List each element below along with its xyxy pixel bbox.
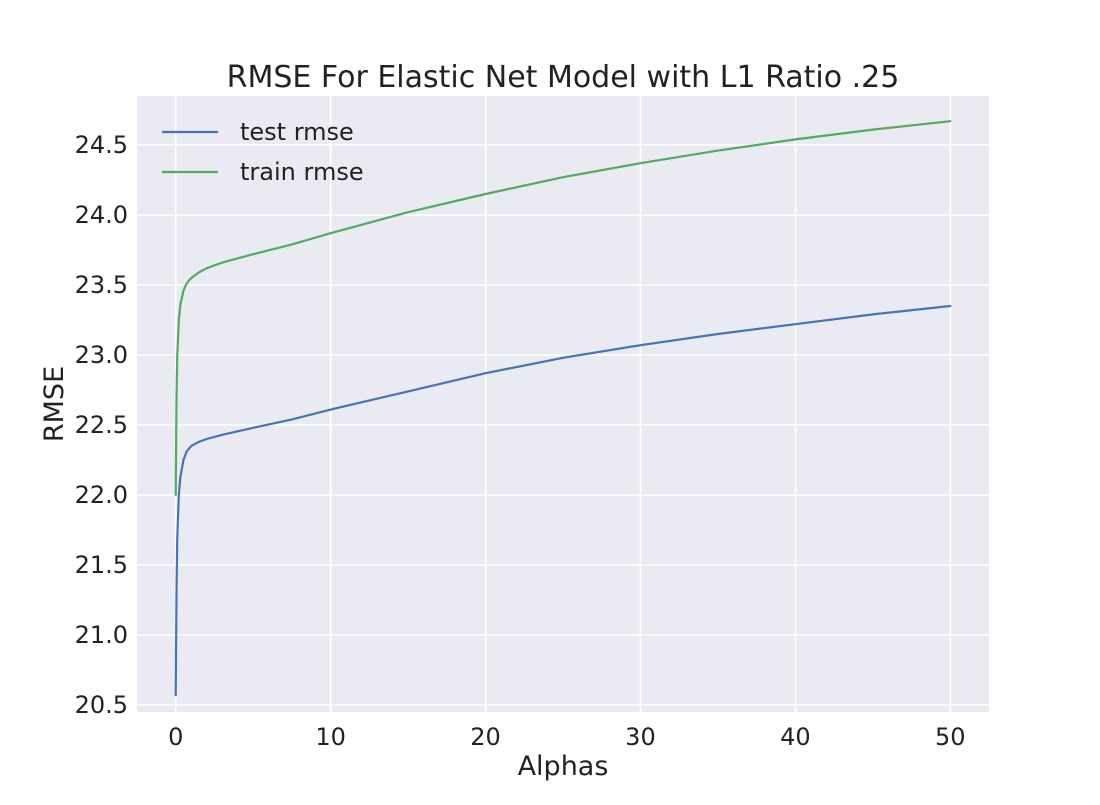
y-tick-label: 21.0 [75, 621, 128, 649]
y-axis-ticks: 20.5 21.0 21.5 22.0 22.5 23.0 23.5 24.0 24.5 [75, 131, 128, 719]
x-tick-label: 10 [315, 723, 346, 751]
x-axis-label: Alphas [518, 751, 609, 782]
x-axis-ticks: 0 10 20 30 40 50 [168, 723, 965, 751]
series-line-train-rmse [174, 120, 952, 497]
y-tick-label: 22.0 [75, 481, 128, 509]
chart-title: RMSE For Elastic Net Model with L1 Ratio… [227, 60, 900, 95]
y-tick-label: 22.5 [75, 411, 128, 439]
x-tick-label: 0 [168, 723, 183, 751]
legend: test rmse train rmse [162, 118, 364, 186]
y-axis-label: RMSE [39, 366, 70, 442]
y-tick-label: 20.5 [75, 691, 128, 719]
y-tick-label: 21.5 [75, 551, 128, 579]
grid-lines [137, 96, 989, 712]
plot-area [137, 96, 989, 712]
series-lines [174, 120, 952, 697]
legend-label-test-rmse: test rmse [240, 118, 354, 146]
x-tick-label: 50 [935, 723, 966, 751]
y-tick-label: 24.0 [75, 201, 128, 229]
y-tick-label: 23.0 [75, 341, 128, 369]
x-tick-label: 20 [470, 723, 501, 751]
legend-label-train-rmse: train rmse [240, 158, 364, 186]
x-tick-label: 30 [625, 723, 656, 751]
y-tick-label: 24.5 [75, 131, 128, 159]
x-tick-label: 40 [780, 723, 811, 751]
y-tick-label: 23.5 [75, 271, 128, 299]
series-line-test-rmse [174, 304, 952, 697]
